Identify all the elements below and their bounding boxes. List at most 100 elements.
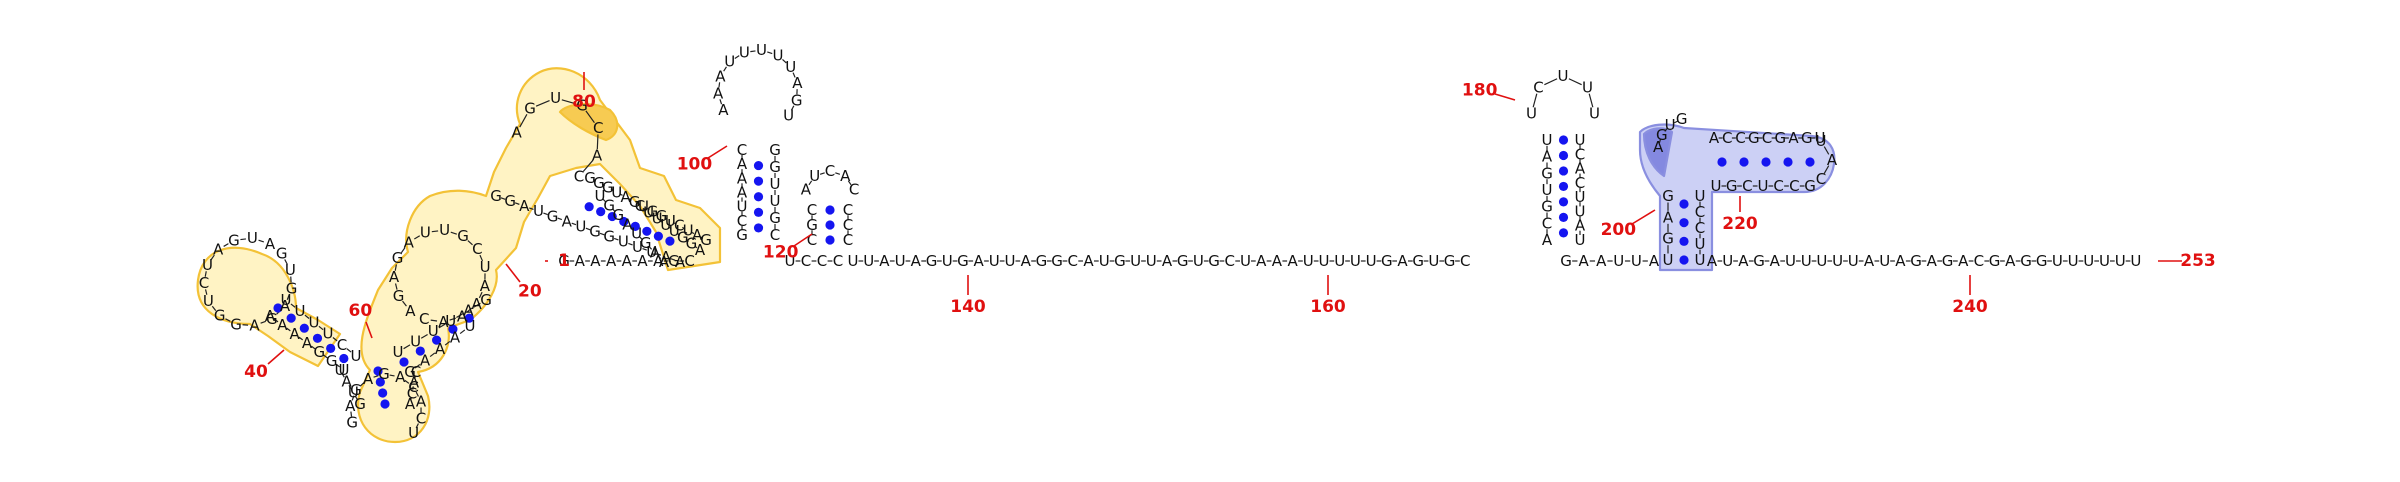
backbone-bond [670,258,676,261]
backbone-bond [648,246,653,250]
nucleotide: G [1804,177,1816,195]
nucleotide: A [472,295,483,313]
position-number-100: 100 [677,154,713,174]
nucleotide: G [1381,252,1393,270]
backbone-bond [651,214,655,217]
nucleotide: G [504,192,516,210]
backbone-bond [478,291,483,299]
nucleotide: G [457,227,469,245]
backbone-bond [835,172,841,175]
nucleotide: A [606,252,617,270]
nucleotide: A [363,370,374,388]
backbone-bond [204,289,208,295]
base-pair-dot [1679,199,1689,209]
nucleotide: U [1785,252,1796,270]
nucleotide: G [2036,252,2048,270]
nucleotide: C [737,141,747,159]
backbone-bond [585,110,595,124]
base-pair-dot [584,202,594,212]
nucleotide: A [1021,252,1032,270]
nucleotide: C [408,378,418,396]
nucleotide: U [1575,188,1586,206]
nucleotide: A [438,313,449,331]
nucleotide: U [339,361,350,379]
nucleotide: U [393,343,404,361]
backbone-bond [449,317,456,321]
backbone-bond [304,314,310,319]
backbone-bond [723,66,727,72]
nucleotide: G [228,231,240,249]
nucleotide: C [843,201,853,219]
nucleotide: U [1319,252,1330,270]
backbone-bond [438,323,446,329]
nucleotide: G [1774,129,1786,147]
nucleotide: G [490,187,502,205]
nucleotide: A [590,252,601,270]
nucleotide: U [1350,252,1361,270]
nucleotide: G [1726,177,1738,195]
position-tick [365,321,373,339]
backbone-bond [1658,138,1662,144]
position-tick [793,233,813,247]
nucleotide: U [942,252,953,270]
backbone-bond [819,172,825,175]
nucleotide: U [1848,252,1859,270]
nucleotide: U [1815,129,1826,147]
backbone-bond [657,255,662,260]
nucleotide: G [926,252,938,270]
nucleotide: A [1895,252,1906,270]
nucleotide: U [895,252,906,270]
nucleotide: A [480,277,491,295]
backbone-bond [225,318,231,322]
nucleotide: U [335,361,346,379]
nucleotide: C [411,363,421,381]
nucleotide: G [404,363,416,381]
backbone-bond [258,239,265,243]
base-pair-dot [415,346,425,356]
nucleotide: A [692,226,703,244]
nucleotide: U [1526,105,1537,123]
nucleotide: A [1256,252,1267,270]
position-number-200: 200 [1601,220,1637,240]
backbone-bond [310,345,316,350]
base-pair-dot [1739,157,1749,167]
backbone-bond [514,202,520,205]
nucleotide: A [463,301,474,319]
backbone-bond [628,198,632,201]
nucleotide: G [602,179,614,197]
nucleotide: A [416,393,427,411]
backbone-bond [466,307,473,313]
base-pair-dot [607,211,617,222]
base-pair-dot [1679,218,1689,228]
nucleotide: U [739,43,750,61]
backbone-bond [412,386,414,390]
nucleotide: U [1334,252,1345,270]
nucleotide: U [1193,252,1204,270]
base-pair-dot [753,207,764,217]
nucleotide: U [1613,252,1624,270]
nucleotide: A [1927,252,1938,270]
backbone-bond [646,207,650,211]
nucleotide: G [603,196,615,214]
base-pair-dot [1558,135,1569,145]
backbone-bond [341,373,345,378]
nucleotide: G [1801,129,1813,147]
nucleotide: A [1788,129,1799,147]
backbone-bond [420,333,428,339]
backbone-bond [1823,165,1830,174]
nucleotide: A [435,340,446,358]
nucleotide: A [519,197,530,215]
backbone-bond [602,198,607,203]
nucleotide: U [809,167,820,185]
nucleotide: A [277,316,288,334]
nucleotide: C [684,252,694,270]
base-pair-dot [432,335,442,345]
position-number-60: 60 [349,301,373,321]
backbone-bond [734,55,740,59]
nucleotide: G [350,381,362,399]
backbone-bond [592,179,597,182]
backbone-bond [413,235,421,240]
backbone-bond [1532,93,1538,108]
nucleotide: A [280,297,291,315]
nucleotide: U [669,222,680,240]
